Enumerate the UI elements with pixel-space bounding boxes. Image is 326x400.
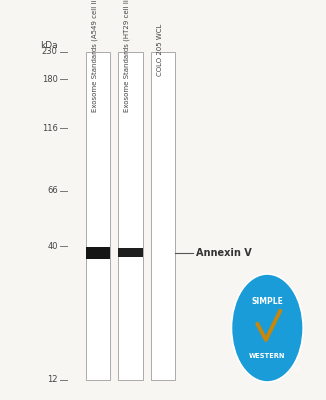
Text: Exosome Standards (HT29 cell line): Exosome Standards (HT29 cell line): [124, 0, 130, 112]
Text: 40: 40: [47, 242, 58, 251]
Text: Exosome Standards (A549 cell line): Exosome Standards (A549 cell line): [91, 0, 98, 112]
Text: WESTERN: WESTERN: [249, 353, 286, 359]
Bar: [85, 247, 110, 259]
Text: 230: 230: [42, 48, 58, 56]
Ellipse shape: [231, 274, 303, 382]
Text: ®: ®: [295, 368, 300, 373]
Text: COLO 205 WCL: COLO 205 WCL: [157, 24, 163, 76]
Text: 116: 116: [42, 124, 58, 132]
Text: kDa: kDa: [40, 41, 58, 50]
Text: 12: 12: [47, 376, 58, 384]
Bar: [151, 52, 175, 380]
Text: 180: 180: [42, 75, 58, 84]
Text: SIMPLE: SIMPLE: [251, 296, 283, 306]
Text: Annexin V: Annexin V: [196, 248, 252, 258]
Bar: [118, 248, 143, 257]
Bar: [85, 52, 110, 380]
Bar: [118, 52, 143, 380]
Text: 66: 66: [47, 186, 58, 195]
